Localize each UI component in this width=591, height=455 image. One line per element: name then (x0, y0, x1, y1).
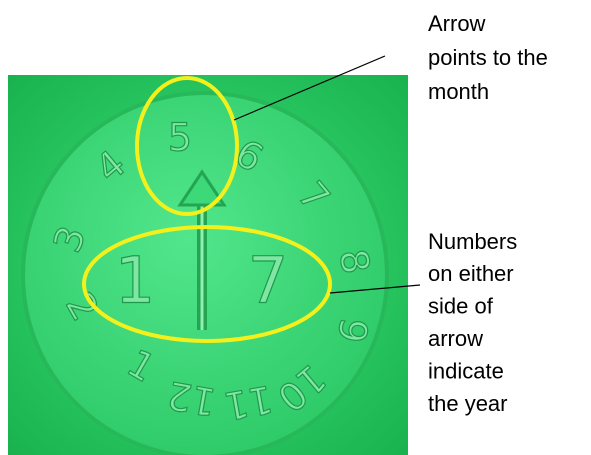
year-note-line: indicate (428, 358, 504, 383)
month-note-line: Arrow (428, 11, 486, 36)
dial-month-number: 12 (164, 373, 219, 425)
year-note-line: arrow (428, 326, 483, 351)
year-note-line: Numbers (428, 229, 517, 254)
year-note-line: the year (428, 391, 508, 416)
dial-month-number: 5 (168, 116, 192, 160)
month-note-line: month (428, 79, 489, 104)
dial-year-digit: 7 (248, 245, 289, 319)
year-note-line: on either (428, 261, 514, 286)
dial-month-number: 11 (221, 377, 276, 429)
dial-year-digit: 1 (115, 245, 156, 319)
screenshot: 12345678910111217 Arrowpoints to themont… (0, 0, 591, 455)
year-note-line: side of (428, 294, 494, 319)
notes: Arrow points to the month Numbers on either s… (428, 11, 548, 416)
month-note-line: points to the (428, 45, 548, 70)
